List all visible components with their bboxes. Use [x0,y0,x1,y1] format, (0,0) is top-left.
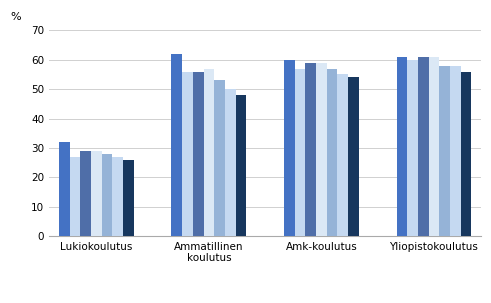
Bar [348,77,359,236]
Bar [171,54,182,236]
Text: %: % [10,12,21,22]
Bar [225,89,236,236]
Bar [59,142,70,236]
Bar [461,72,471,236]
Bar [214,80,225,236]
Bar [91,151,102,236]
Bar [407,60,418,236]
Bar [123,160,134,236]
Bar [112,157,123,236]
Bar [204,68,214,236]
Bar [327,68,337,236]
Bar [439,66,450,236]
Bar [316,63,327,236]
Bar [81,151,91,236]
Bar [193,72,204,236]
Bar [102,154,112,236]
Bar [397,57,407,236]
Bar [450,66,461,236]
Bar [305,63,316,236]
Bar [295,68,305,236]
Bar [337,75,348,236]
Bar [284,60,295,236]
Bar [236,95,246,236]
Bar [182,72,193,236]
Bar [418,57,429,236]
Bar [429,57,439,236]
Bar [70,157,81,236]
